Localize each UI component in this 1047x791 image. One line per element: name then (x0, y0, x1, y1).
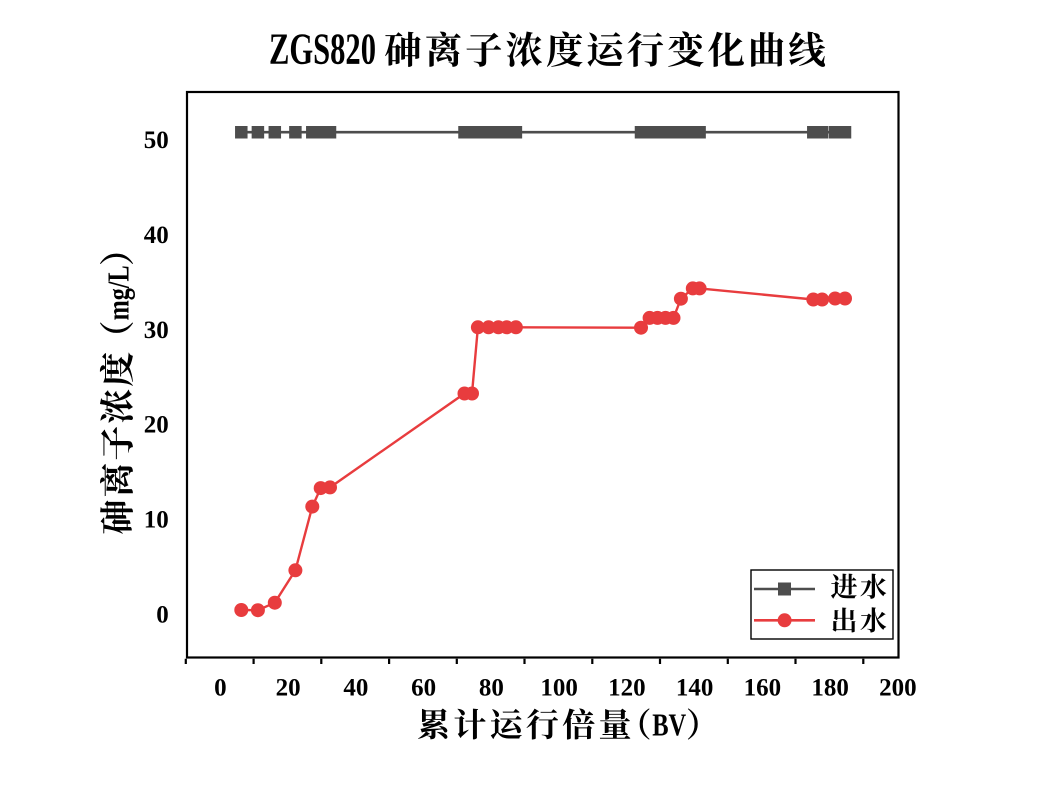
svg-text:BV: BV (652, 707, 686, 742)
svg-text:mg/L: mg/L (101, 265, 136, 320)
svg-text:ZGS820: ZGS820 (269, 25, 376, 74)
svg-text:20: 20 (276, 675, 301, 702)
svg-text:100: 100 (540, 675, 578, 702)
svg-text:40: 40 (343, 675, 368, 702)
svg-text:20: 20 (144, 412, 169, 439)
svg-text:200: 200 (879, 675, 917, 702)
svg-text:10: 10 (144, 507, 169, 534)
svg-text:60: 60 (411, 675, 436, 702)
svg-text:0: 0 (214, 675, 227, 702)
svg-text:50: 50 (144, 127, 169, 154)
svg-text:0: 0 (156, 601, 169, 628)
svg-text:140: 140 (676, 675, 714, 702)
svg-text:80: 80 (479, 675, 504, 702)
svg-text:120: 120 (608, 675, 646, 702)
svg-text:30: 30 (144, 317, 169, 344)
svg-text:40: 40 (144, 222, 169, 249)
svg-text:160: 160 (744, 675, 782, 702)
svg-text:180: 180 (811, 675, 849, 702)
